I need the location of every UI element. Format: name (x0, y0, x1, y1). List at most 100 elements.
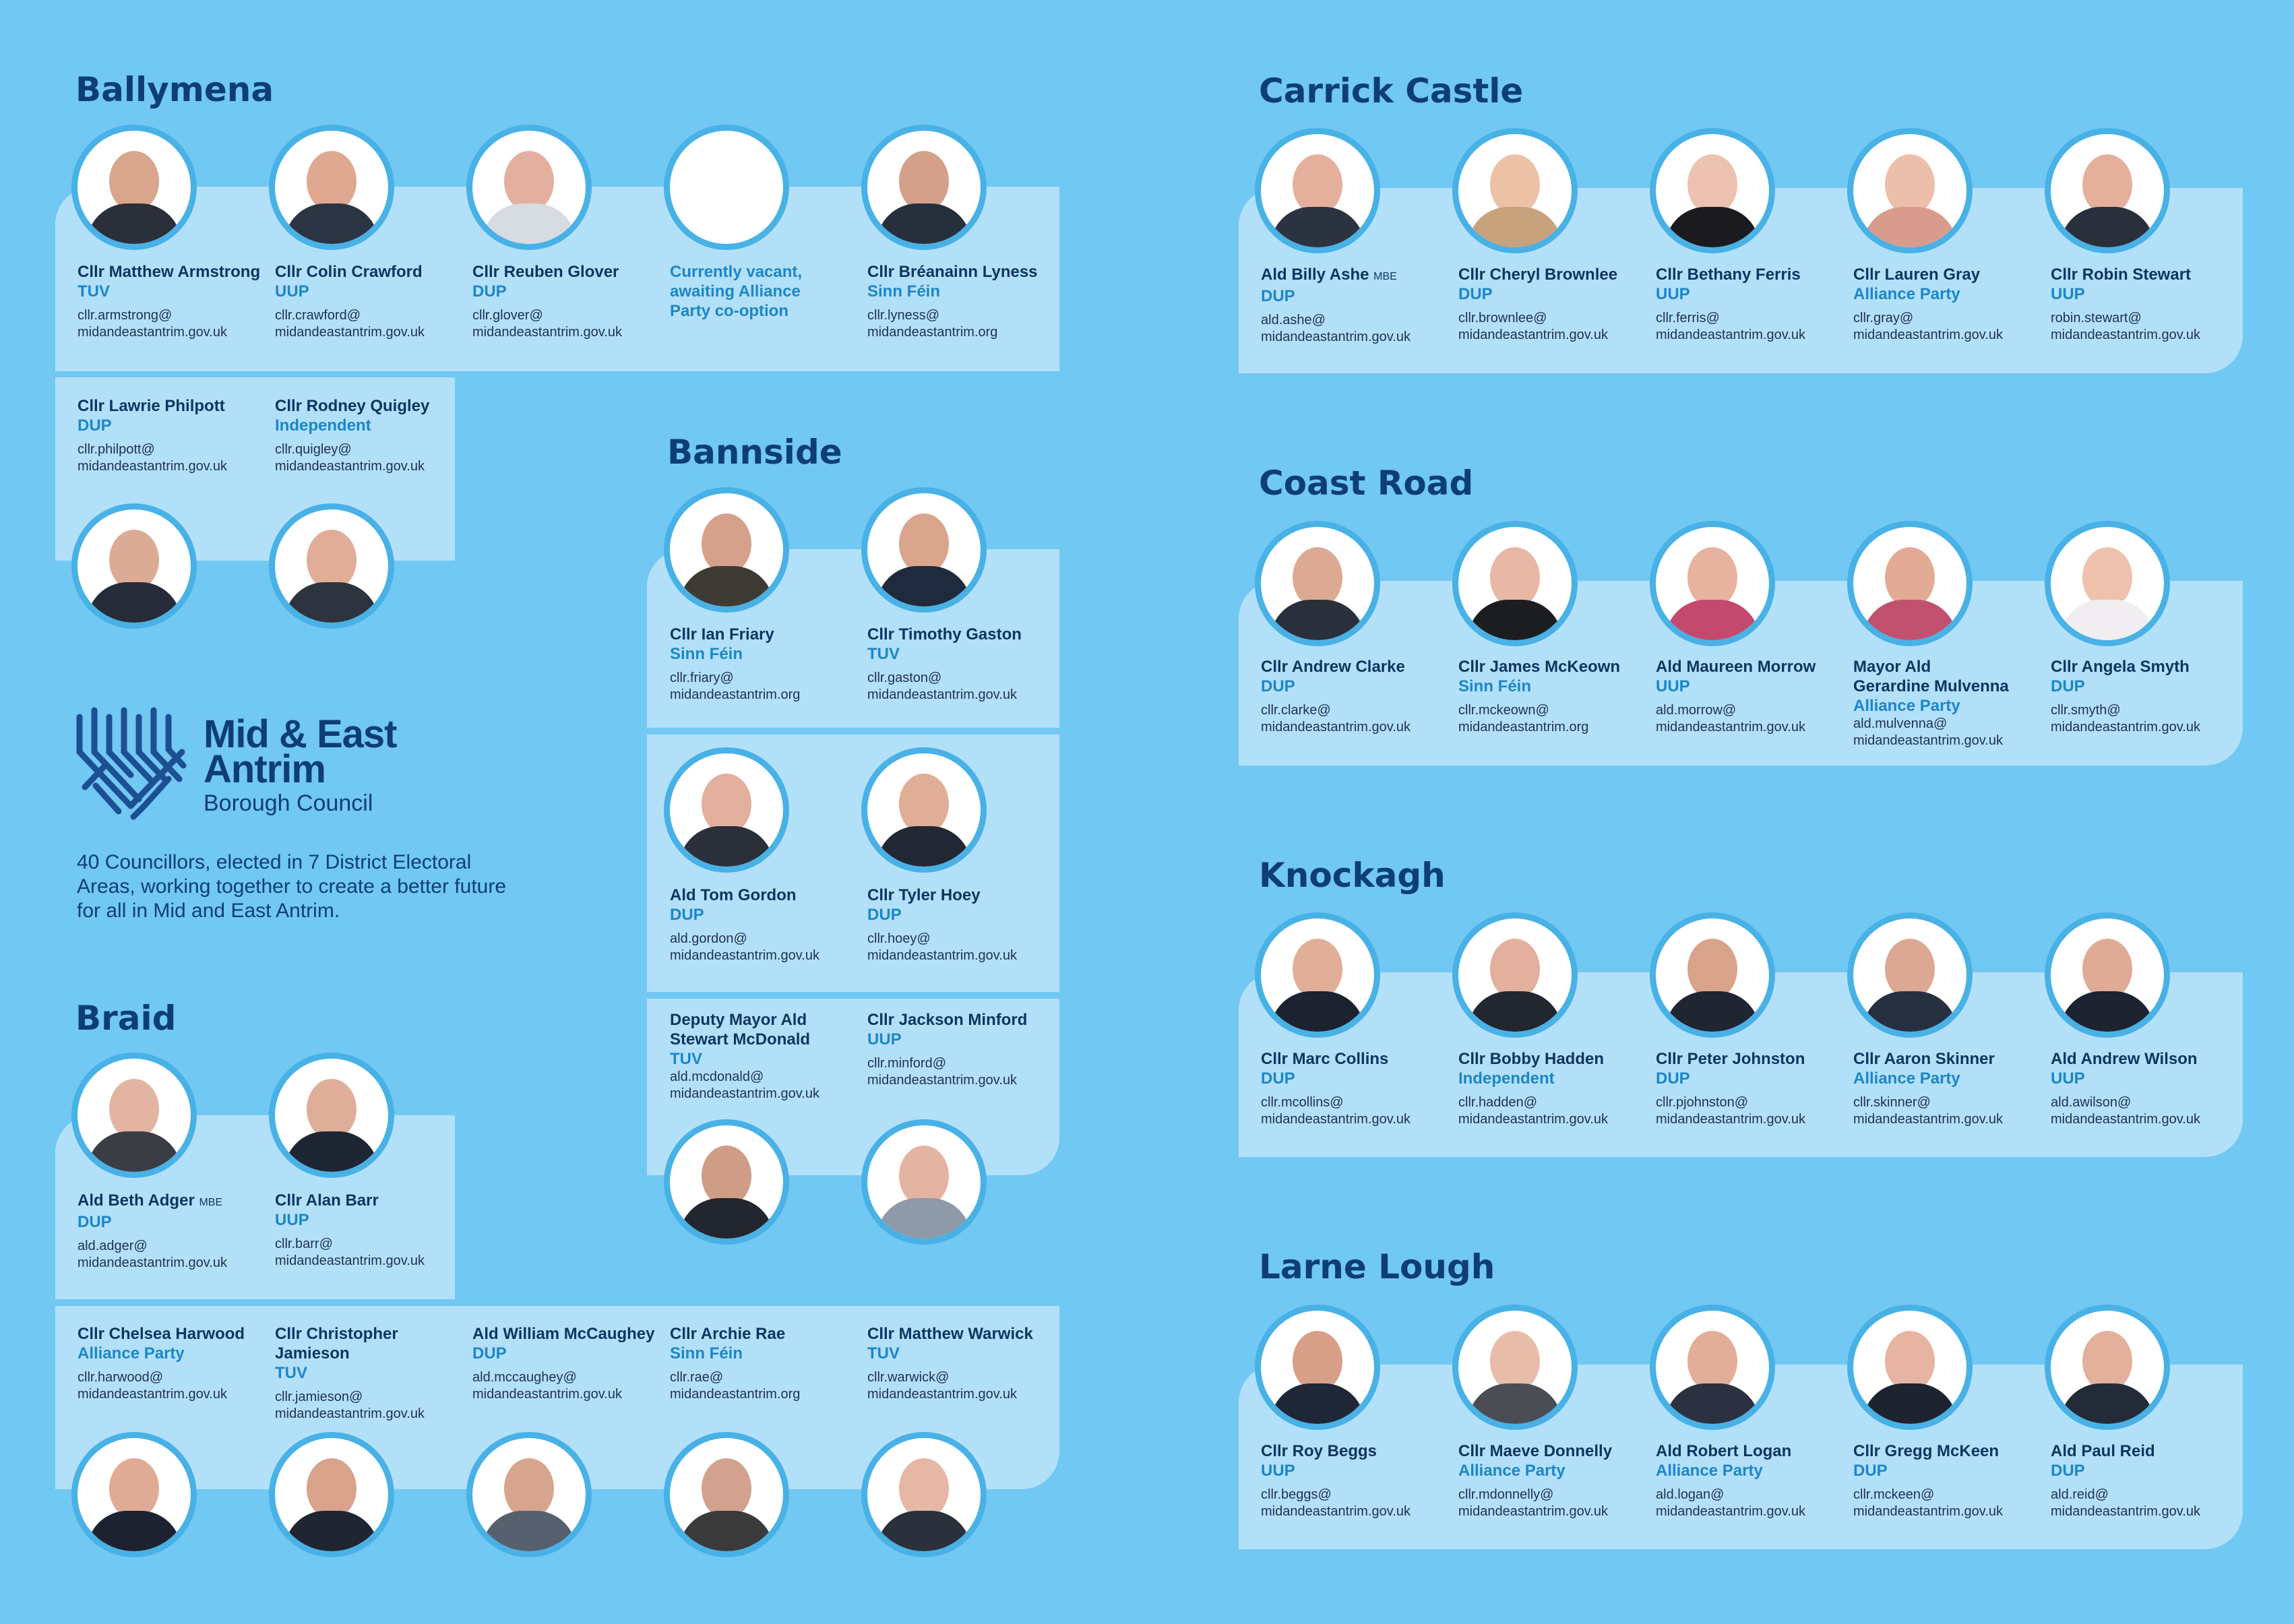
councillor-card: Cllr Bobby Hadden Independent cllr.hadde… (1458, 1049, 1655, 1128)
councillor-name: Gerardine Mulvenna (1853, 677, 2009, 695)
councillor-email: ald.logan@ midandeastantrim.gov.uk (1656, 1487, 1805, 1519)
councillor-party: Sinn Féin (867, 282, 940, 301)
councillor-party: Alliance Party (1853, 1069, 1960, 1088)
councillor-card: Cllr Angela Smyth DUP cllr.smyth@ midande… (2051, 657, 2248, 736)
councillor-name: Cllr James McKeown (1458, 658, 1621, 676)
councillor-party: DUP (1261, 677, 1295, 695)
councillor-party: DUP (2051, 1462, 2085, 1480)
councillor-email: cllr.gaston@ midandeastantrim.gov.uk (867, 670, 1017, 702)
braid-heading: Braid (75, 999, 177, 1038)
councillor-name: Cllr Robin Stewart (2051, 266, 2192, 284)
councillor-photo (1853, 918, 1966, 1032)
councillor-name: Cllr Lauren Gray (1853, 266, 1981, 284)
councillor-party: DUP (867, 906, 902, 924)
councillor-photo (275, 509, 388, 623)
councillor-party: UUP (1656, 285, 1690, 303)
council-logo-icon (76, 707, 187, 820)
logo-title-line2: Antrim (204, 747, 326, 791)
councillor-photo (2051, 918, 2164, 1032)
councillor-photo (472, 1438, 586, 1551)
councillor-photo (1853, 527, 1966, 640)
councillor-photo (1656, 918, 1769, 1032)
councillor-card: Cllr Reuben Glover DUP cllr.glover@ midan… (472, 262, 669, 341)
councillor-party: TUV (670, 1050, 702, 1068)
councillor-party: DUP (670, 906, 704, 924)
councillor-party: TUV (275, 1364, 307, 1382)
councillor-photo (670, 753, 783, 867)
councillor-photo (867, 753, 981, 867)
councillor-name: Cllr Matthew Armstrong (78, 263, 261, 281)
councillor-party: Independent (1458, 1069, 1555, 1088)
councillor-card: Deputy Mayor Ald Stewart McDonald TUV al… (670, 1010, 867, 1102)
councillor-name: Ald Billy Ashe MBE (1261, 266, 1397, 284)
bannside-heading: Bannside (667, 433, 842, 472)
councillor-photo (867, 131, 981, 244)
councillor-card: Cllr Cheryl Brownlee DUP cllr.brownlee@ m… (1458, 265, 1655, 344)
councillor-card: Cllr Lauren Gray Alliance Party cllr.gra… (1853, 265, 2050, 344)
councillor-name: Cllr Timothy Gaston (867, 625, 1022, 644)
councillor-card: Ald Beth Adger MBE DUP ald.adger@ midande… (78, 1191, 274, 1272)
intro-text: 40 Councillors, elected in 7 District El… (77, 851, 507, 922)
councillor-party: TUV (867, 1344, 900, 1363)
councillor-card: Ald Billy Ashe MBE DUP ald.ashe@ midandea… (1261, 265, 1458, 346)
councillor-photo (1656, 1311, 1769, 1424)
councillor-name: Cllr Lawrie Philpott (78, 397, 225, 415)
councillor-email: ald.mulvenna@ midandeastantrim.gov.uk (1853, 716, 2003, 748)
ballymena-panel-top-right (977, 187, 1059, 371)
councillor-card: Cllr Chelsea Harwood Alliance Party cllr… (78, 1324, 274, 1403)
councillor-card: Cllr James McKeown Sinn Féin cllr.mckeow… (1458, 657, 1655, 736)
councillor-party: UUP (1261, 1462, 1295, 1480)
councillor-name: Cllr Reuben Glover (472, 263, 619, 281)
councillor-party: DUP (2051, 677, 2085, 695)
councillor-email: ald.awilson@ midandeastantrim.gov.uk (2051, 1095, 2200, 1127)
councillor-email: cllr.skinner@ midandeastantrim.gov.uk (1853, 1095, 2003, 1127)
councillor-email: ald.mcdonald@ midandeastantrim.gov.uk (670, 1069, 819, 1101)
councillor-email: cllr.philpott@ midandeastantrim.gov.uk (78, 442, 227, 474)
councillor-email: cllr.minford@ midandeastantrim.gov.uk (867, 1056, 1017, 1088)
carrick-heading: Carrick Castle (1259, 71, 1524, 111)
councillor-photo (670, 1125, 783, 1239)
councillor-photo (1261, 527, 1374, 640)
councillor-party: DUP (1656, 1069, 1690, 1088)
councillor-party: DUP (472, 1344, 507, 1363)
councillor-card: Cllr Timothy Gaston TUV cllr.gaston@ mida… (867, 625, 1064, 704)
councillor-party: DUP (1458, 285, 1493, 303)
councillor-name: Mayor Ald (1853, 658, 1931, 676)
councillor-card: Cllr Bréanainn Lyness Sinn Féin cllr.lyn… (867, 262, 1064, 341)
councillor-name: Ald Beth Adger MBE (78, 1191, 223, 1210)
coast-heading: Coast Road (1259, 464, 1474, 503)
councillor-photo (275, 1438, 388, 1551)
councillor-photo (670, 1438, 783, 1551)
councillor-photo (867, 493, 981, 606)
councillor-name: Cllr Alan Barr (275, 1191, 379, 1210)
councillor-card: Cllr Andrew Clarke DUP cllr.clarke@ midan… (1261, 657, 1458, 736)
councillor-name: Cllr Maeve Donnelly (1458, 1442, 1613, 1460)
councillor-name: Cllr Roy Beggs (1261, 1442, 1377, 1460)
councillor-email: cllr.mcollins@ midandeastantrim.gov.uk (1261, 1095, 1410, 1127)
councillor-email: cllr.mckeown@ midandeastantrim.org (1458, 703, 1589, 735)
councillor-party: Alliance Party (1458, 1462, 1566, 1480)
councillor-photo (1261, 134, 1374, 247)
councillor-email: cllr.mdonnelly@ midandeastantrim.gov.uk (1458, 1487, 1608, 1519)
councillor-card: Ald Paul Reid DUP ald.reid@ midandeastant… (2051, 1441, 2248, 1520)
councillor-email: robin.stewart@ midandeastantrim.gov.uk (2051, 311, 2200, 342)
councillor-party: UUP (275, 282, 309, 301)
councillor-party: DUP (1261, 1069, 1295, 1088)
councillor-card: Cllr Gregg McKeen DUP cllr.mckeen@ midand… (1853, 1441, 2050, 1520)
councillor-email: cllr.clarke@ midandeastantrim.gov.uk (1261, 703, 1410, 735)
ballymena-heading: Ballymena (75, 70, 274, 109)
councillor-name: Cllr Rodney Quigley (275, 397, 430, 415)
councillor-party: Independent (275, 416, 371, 435)
councillor-card: Ald Andrew Wilson UUP ald.awilson@ midand… (2051, 1049, 2248, 1128)
councillor-name: Cllr Colin Crawford (275, 263, 423, 281)
councillor-photo (78, 1438, 191, 1551)
councillor-photo (275, 131, 388, 244)
councillor-name: Cllr Matthew Warwick (867, 1325, 1033, 1343)
councillor-card: Ald Robert Logan Alliance Party ald.loga… (1656, 1441, 1853, 1520)
councillor-card: Cllr Christopher Jamieson TUV cllr.jamie… (275, 1324, 472, 1423)
councillor-email: cllr.armstrong@ midandeastantrim.gov.uk (78, 308, 227, 340)
councillor-email: cllr.lyness@ midandeastantrim.org (867, 308, 998, 340)
councillor-name: Cllr Marc Collins (1261, 1050, 1389, 1068)
councillor-card: Ald William McCaughey DUP ald.mccaughey@… (472, 1324, 669, 1403)
councillor-party: UUP (2051, 1069, 2085, 1088)
